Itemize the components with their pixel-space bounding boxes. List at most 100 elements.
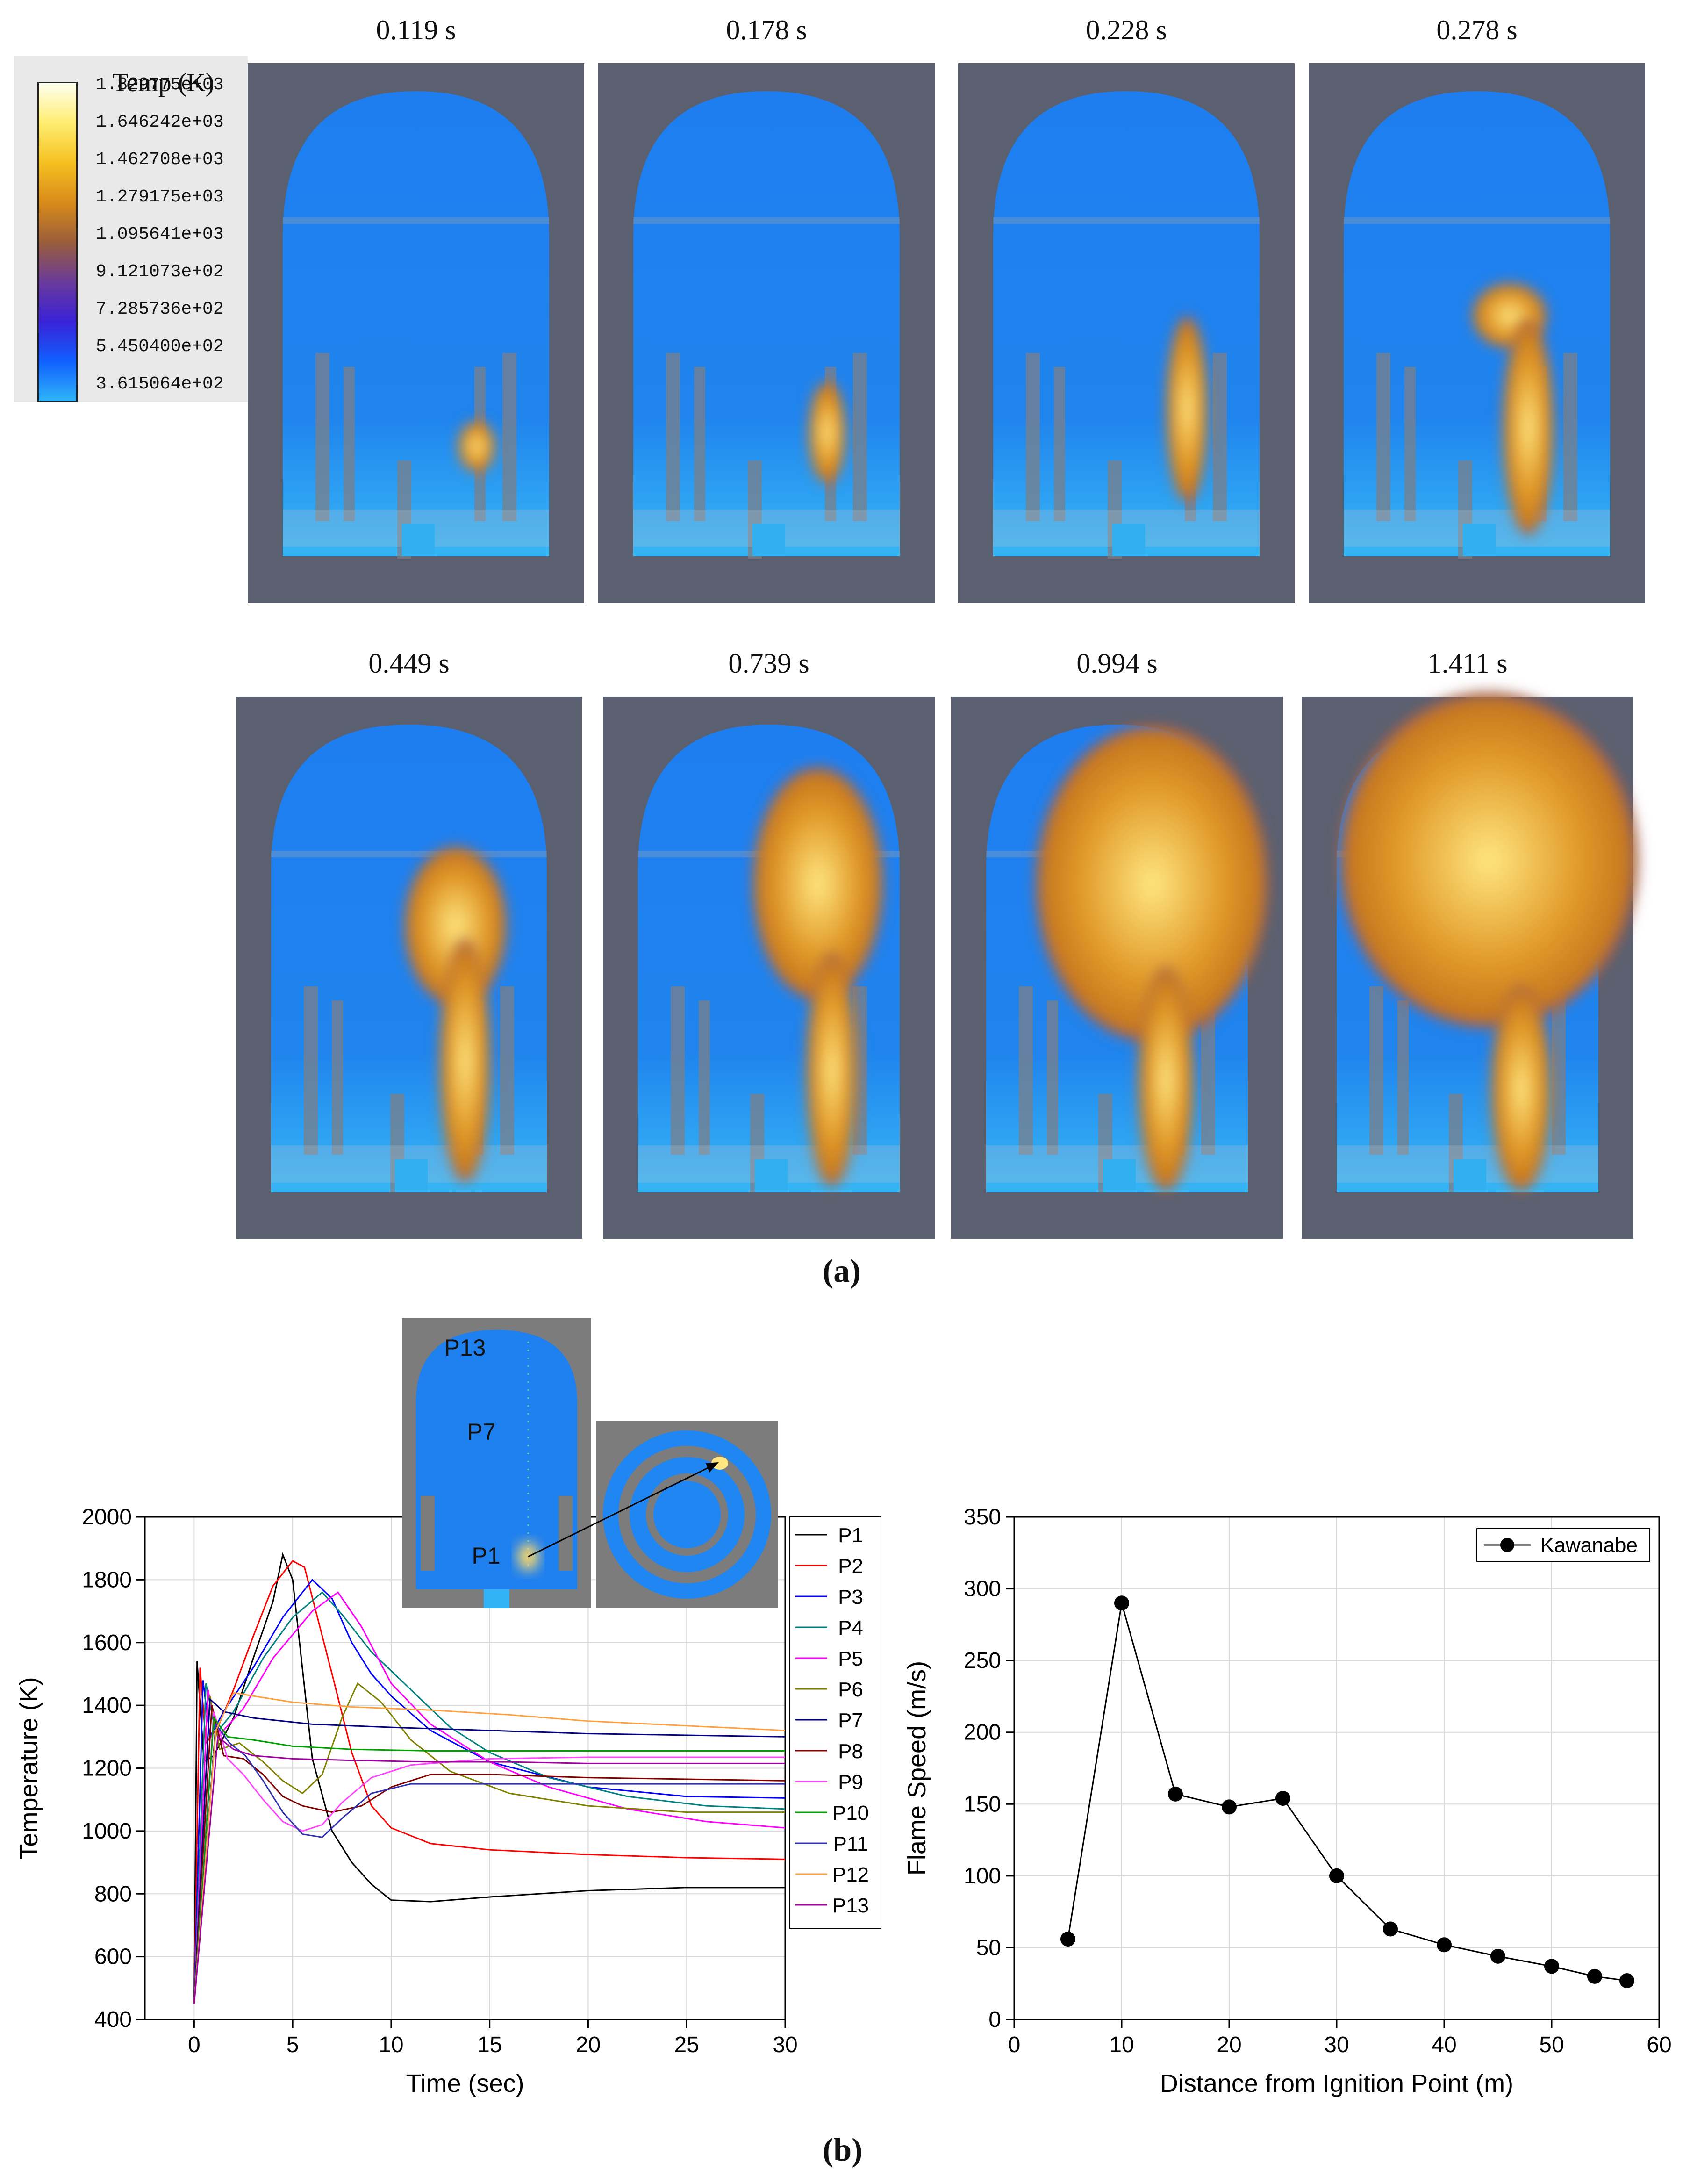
snapshot-panel xyxy=(248,63,584,603)
arrow-head xyxy=(706,1462,719,1473)
y-tick-label: 200 xyxy=(964,1720,1001,1745)
y-tick-label: 300 xyxy=(964,1577,1001,1602)
legend-entry: P8 xyxy=(838,1740,863,1763)
colorbar-label: 1.646242e+03 xyxy=(96,112,224,132)
legend-entry: P1 xyxy=(838,1524,863,1547)
flame-region xyxy=(1035,725,1269,1042)
flame-region xyxy=(1339,692,1638,1028)
flame-region xyxy=(806,954,858,1187)
x-tick-label: 20 xyxy=(576,2033,601,2057)
legend-entry: P4 xyxy=(838,1616,863,1639)
flame-region xyxy=(404,846,507,1005)
data-point xyxy=(1383,1921,1398,1937)
y-axis-label: Flame Speed (m/s) xyxy=(903,1661,931,1875)
snapshot-time-label: 0.739 s xyxy=(728,648,809,679)
snapshot-time-label: 0.119 s xyxy=(376,14,456,45)
data-point xyxy=(1329,1868,1344,1883)
inset-point-label: P7 xyxy=(467,1419,495,1445)
flame-region xyxy=(1166,316,1208,503)
data-point xyxy=(1619,1973,1634,1989)
colorbar-label: 1.462708e+03 xyxy=(96,150,224,170)
inset-vertical-section: P13 P7 P1 xyxy=(402,1318,591,1608)
series-line-p4 xyxy=(193,1591,786,2004)
flame-region xyxy=(752,767,883,1000)
y-axis-label: Temperature (K) xyxy=(15,1677,43,1859)
legend-entry: Kawanabe xyxy=(1540,1534,1638,1557)
data-point xyxy=(1168,1786,1183,1802)
snapshot-time-label: 0.178 s xyxy=(726,14,807,45)
caption-b: (b) xyxy=(823,2132,863,2168)
legend-box xyxy=(789,1516,881,1929)
series-line-p8 xyxy=(193,1705,786,2004)
x-tick-label: 5 xyxy=(286,2033,299,2057)
snapshot-time-label: 0.994 s xyxy=(1076,648,1158,679)
flame-speed-chart: 0 10 20 30 40 50 60 0 50 100 150 200 250 300 350 Distan… xyxy=(903,1505,1672,2098)
y-tick-label: 350 xyxy=(964,1505,1001,1530)
flame-region xyxy=(1491,986,1552,1192)
y-tick-label: 1200 xyxy=(82,1756,132,1781)
legend-entry: P12 xyxy=(832,1863,869,1886)
colorbar-label: 1.095641e+03 xyxy=(96,224,224,244)
series-line-p11 xyxy=(193,1722,785,2004)
snapshot-time-label: 1.411 s xyxy=(1427,648,1508,679)
x-tick-label: 10 xyxy=(379,2033,403,2057)
legend-entry: P3 xyxy=(838,1586,863,1609)
snapshot-panel xyxy=(598,63,935,603)
x-tick-label: 10 xyxy=(1109,2033,1134,2057)
flame-region xyxy=(458,421,495,472)
data-point xyxy=(1437,1937,1452,1953)
series-line-p13 xyxy=(193,1735,785,2004)
legend-entry: P6 xyxy=(838,1678,863,1701)
y-tick-label: 600 xyxy=(94,1945,132,1969)
legend-entry: P11 xyxy=(833,1832,868,1855)
snapshot-panel xyxy=(603,697,935,1239)
y-tick-label: 50 xyxy=(976,1935,1001,1960)
series-line-p5 xyxy=(193,1591,786,2004)
snapshot-panel xyxy=(236,697,582,1239)
colorbar-label: 5.450400e+02 xyxy=(96,337,224,357)
legend-entry: P2 xyxy=(838,1555,863,1578)
x-tick-label: 20 xyxy=(1217,2033,1241,2057)
y-tick-label: 150 xyxy=(964,1792,1001,1817)
flame-region xyxy=(1503,320,1554,535)
y-tick-label: 0 xyxy=(988,2007,1001,2032)
colorbar-label: 1.829775e+03 xyxy=(96,75,224,95)
x-axis-label: Distance from Ignition Point (m) xyxy=(1160,2069,1513,2098)
colorbar-title: Temp (K) xyxy=(112,68,215,97)
x-tick-label: 15 xyxy=(477,2033,502,2057)
data-point xyxy=(1222,1799,1237,1815)
flame-region xyxy=(809,381,846,484)
colorbar-gradient xyxy=(37,82,78,402)
series-line-p12 xyxy=(193,1692,786,2004)
inset-point-label: P1 xyxy=(472,1543,500,1569)
legend-entry: P5 xyxy=(838,1647,863,1670)
colorbar-label: 7.285736e+02 xyxy=(96,299,224,319)
flame-region xyxy=(1138,968,1194,1192)
inset-point-label: P13 xyxy=(444,1335,486,1361)
data-point xyxy=(1544,1959,1559,1974)
y-tick-label: 1600 xyxy=(82,1631,132,1655)
y-tick-label: 1800 xyxy=(82,1567,132,1592)
series-line-p9 xyxy=(193,1711,785,2004)
legend-entry: P13 xyxy=(832,1894,869,1917)
y-tick-label: 250 xyxy=(964,1648,1001,1673)
legend-marker xyxy=(1500,1538,1514,1552)
inset-top-view xyxy=(596,1421,778,1608)
x-tick-label: 0 xyxy=(188,2033,201,2057)
data-point xyxy=(1060,1932,1075,1947)
y-tick-label: 800 xyxy=(94,1882,132,1906)
inset-arrow xyxy=(528,1465,713,1558)
data-point xyxy=(1275,1791,1290,1806)
x-tick-label: 25 xyxy=(674,2033,699,2057)
snapshot-panel xyxy=(958,63,1295,603)
colorbar-label: 1.279175e+03 xyxy=(96,187,224,207)
snapshot-time-label: 0.449 s xyxy=(368,648,450,679)
series-line-p10 xyxy=(193,1716,785,2004)
colorbar-panel: Temp (K) 1.829775e+03 1.646242e+03 1.46270… xyxy=(14,56,248,402)
x-tick-label: 0 xyxy=(1008,2033,1021,2057)
x-tick-label: 40 xyxy=(1432,2033,1456,2057)
colorbar-label: 9.121073e+02 xyxy=(96,262,224,282)
y-tick-label: 100 xyxy=(964,1864,1001,1889)
snapshot-time-label: 0.278 s xyxy=(1436,14,1518,45)
x-tick-label: 30 xyxy=(773,2033,797,2057)
